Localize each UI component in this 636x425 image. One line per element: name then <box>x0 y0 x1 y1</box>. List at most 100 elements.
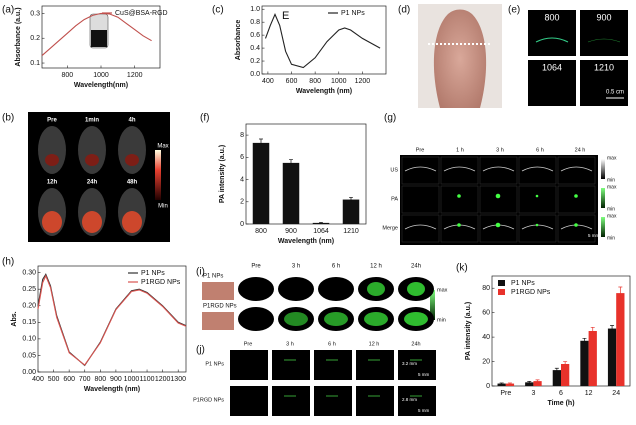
pa-frame <box>314 386 352 416</box>
pa-signal <box>364 312 388 326</box>
x-tick-label: 1200 <box>155 376 171 383</box>
y-tick-label: 0.0 <box>250 71 260 78</box>
x-tick-label: Pre <box>500 390 511 397</box>
error-bar <box>535 379 540 383</box>
us-frame <box>440 156 479 185</box>
tissue <box>521 166 554 172</box>
pa-frame <box>398 350 436 380</box>
legend-label: P1RGD NPs <box>141 279 181 286</box>
us-frame <box>557 185 596 214</box>
y-axis-label: Absorbance <box>235 20 242 61</box>
panel-label: (f) <box>200 113 209 124</box>
panel-label: (h) <box>2 257 14 268</box>
time-label: 12 h <box>370 264 382 270</box>
scale-bar-label: 0.5 cm <box>606 90 624 96</box>
y-tick-label: 60 <box>482 310 490 317</box>
us-frame <box>557 156 596 185</box>
time-label: 3 h <box>286 341 294 347</box>
pa-signal <box>284 312 308 326</box>
wavelength-label: 800 <box>544 12 559 22</box>
time-label: Pre <box>251 264 261 270</box>
y-tick-label: 0.25 <box>22 286 36 293</box>
x-tick-label: 3 <box>531 390 535 397</box>
tissue <box>404 224 437 230</box>
error-bar <box>554 367 559 372</box>
x-tick-label: 1100 <box>140 376 155 383</box>
x-tick-label: 1000 <box>93 72 109 79</box>
bar <box>505 383 515 386</box>
pa-signal <box>404 312 428 326</box>
pa-image <box>238 307 274 331</box>
signal <box>85 154 99 166</box>
bar <box>282 162 300 224</box>
time-label: 3 h <box>292 264 300 270</box>
y-tick-label: 0.15 <box>22 319 36 326</box>
mouse <box>433 9 487 108</box>
line-series <box>37 274 187 366</box>
legend-label: P1 NPs <box>141 270 165 277</box>
y-tick-label: 0 <box>486 383 490 390</box>
panel-label: (a) <box>2 5 14 16</box>
pa-signal <box>367 282 385 296</box>
tissue <box>482 166 515 172</box>
x-tick-label: 6 <box>559 390 563 397</box>
signal <box>45 154 59 166</box>
error-bar <box>507 382 512 385</box>
x-axis-label: Wavelength (nm) <box>296 88 352 95</box>
line-series <box>264 13 381 69</box>
bar <box>252 142 270 224</box>
us-frame <box>479 156 518 185</box>
scale-label: min <box>437 317 446 323</box>
y-tick-label: 0.00 <box>22 369 36 376</box>
pa-signal <box>574 194 578 198</box>
error-bar <box>499 382 504 385</box>
pa-frame <box>356 386 394 416</box>
panel-label: (j) <box>196 345 205 356</box>
nir-image <box>580 10 628 56</box>
pa-signal <box>495 222 501 228</box>
error-bar <box>582 337 587 344</box>
scale-bar-label: 5 mm <box>588 233 600 238</box>
x-tick-label: 800 <box>309 78 321 85</box>
time-label: 24h <box>87 180 98 186</box>
signal <box>587 38 621 43</box>
signal <box>82 211 102 233</box>
time-label: 24h <box>411 341 420 347</box>
wavelength-label: 1064 <box>542 62 562 72</box>
scale-bar-label: 5 mm <box>418 408 430 413</box>
depth-label: 2.8 mm <box>402 397 417 402</box>
bar <box>342 199 360 224</box>
mouse <box>38 126 66 174</box>
y-tick-label: 0.3 <box>30 10 40 17</box>
pa-signal <box>457 194 461 198</box>
x-tick-label: 400 <box>32 376 44 383</box>
colorbar <box>601 188 605 208</box>
row-label: Merge <box>382 225 398 231</box>
plot-frame <box>261 5 387 75</box>
panel-label: (k) <box>456 263 468 274</box>
x-tick-label: 900 <box>110 376 122 383</box>
time-label: Pre <box>47 118 57 124</box>
mouse-photo <box>202 282 234 300</box>
x-tick-label: 12 <box>585 390 593 397</box>
error-bar <box>349 196 353 202</box>
plot-frame <box>245 123 367 225</box>
time-label: 1 h <box>456 147 464 153</box>
x-tick-label: 1064 <box>313 228 329 235</box>
error-bar <box>590 326 595 335</box>
pa-signal <box>324 312 348 326</box>
line-series <box>37 273 187 367</box>
x-tick-label: 800 <box>255 228 267 235</box>
scale-label: max <box>437 287 448 293</box>
line-series <box>41 12 152 57</box>
scale-label: max <box>607 184 617 190</box>
us-frame <box>518 185 557 214</box>
us-frame <box>440 214 479 243</box>
colorbar <box>601 217 605 237</box>
nir-image <box>528 10 576 56</box>
x-tick-label: 800 <box>94 376 106 383</box>
panel-label: (c) <box>212 5 224 16</box>
signal <box>535 37 569 43</box>
depth-label: 3.2 mm <box>402 361 417 366</box>
